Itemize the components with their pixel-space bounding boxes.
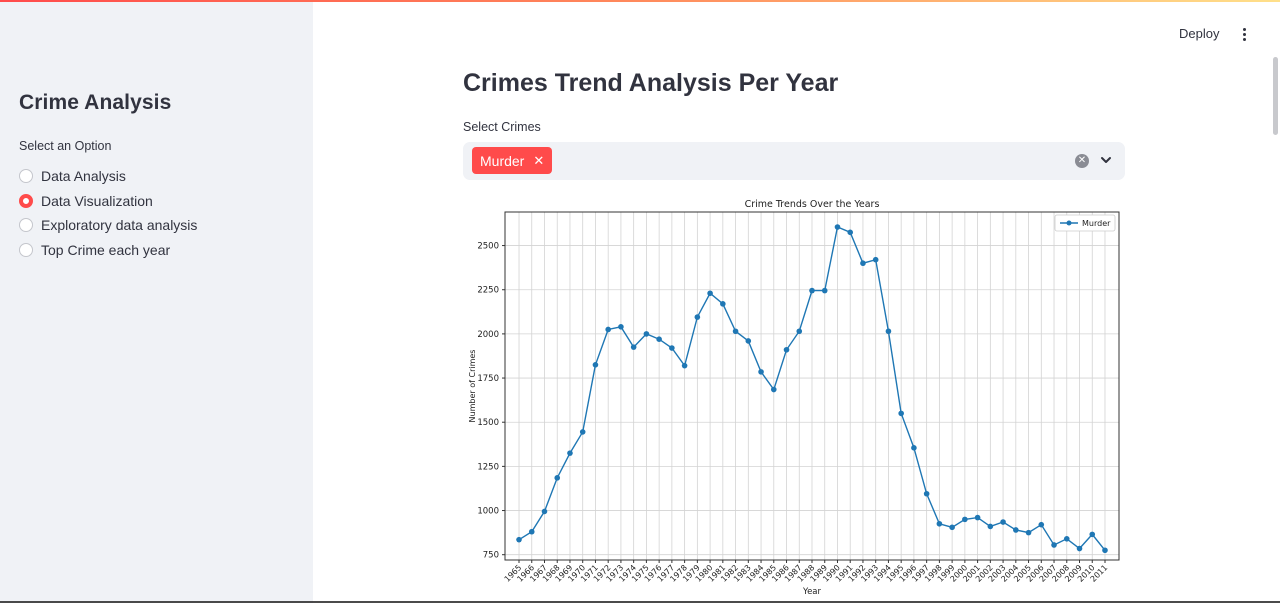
data-point xyxy=(528,528,535,535)
data-point xyxy=(516,536,522,543)
radio-group: Data Analysis Data Visualization Explora… xyxy=(19,164,197,262)
data-point xyxy=(643,331,650,337)
page-title: Crimes Trend Analysis Per Year xyxy=(463,69,839,97)
data-point xyxy=(579,429,586,435)
data-point xyxy=(1102,547,1108,554)
data-point xyxy=(987,523,994,530)
data-point xyxy=(834,224,841,230)
y-tick-label: 1750 xyxy=(477,374,499,384)
radio-option-data-visualization[interactable]: Data Visualization xyxy=(19,189,197,214)
radio-button[interactable] xyxy=(19,218,33,233)
data-point xyxy=(758,369,764,375)
data-point xyxy=(567,450,573,456)
data-point xyxy=(860,260,866,267)
y-tick-label: 1000 xyxy=(477,507,499,517)
data-point xyxy=(847,229,854,236)
sidebar: Crime Analysis Select an Option Data Ana… xyxy=(0,0,313,603)
radio-option-data-analysis[interactable]: Data Analysis xyxy=(19,164,197,189)
radio-option-label: Data Analysis xyxy=(41,168,126,185)
legend-box xyxy=(1054,214,1116,232)
data-point xyxy=(1000,519,1006,525)
radio-option-label: Exploratory data analysis xyxy=(41,217,198,234)
data-point xyxy=(770,386,777,393)
selected-tag: Murder ✕ xyxy=(472,147,553,174)
radio-group-label: Select an Option xyxy=(19,139,112,153)
line-chart: 7501000125015001750200022502500196519661… xyxy=(468,199,1120,597)
y-axis-label: Number of Crimes xyxy=(468,350,477,423)
data-point xyxy=(618,324,624,330)
data-point xyxy=(821,287,828,294)
data-point xyxy=(605,326,611,333)
y-tick-label: 750 xyxy=(483,551,499,561)
radio-option-label: Top Crime each year xyxy=(41,241,171,258)
data-point xyxy=(720,301,726,307)
data-point xyxy=(898,410,904,417)
data-point xyxy=(694,314,701,320)
data-point xyxy=(885,328,892,335)
data-point xyxy=(949,524,955,531)
data-point xyxy=(554,475,561,481)
y-tick-label: 2250 xyxy=(477,286,499,296)
bottom-border xyxy=(0,601,1280,603)
data-point xyxy=(974,514,981,521)
radio-option-exploratory-data-analysis[interactable]: Exploratory data analysis xyxy=(19,213,197,238)
y-tick-label: 1250 xyxy=(477,462,499,472)
radio-button[interactable] xyxy=(19,169,33,184)
chart-container: 750 1000 1250 1500 1750 2000 2250 2500 1965 1966 1… xyxy=(463,193,1125,603)
data-point xyxy=(1038,521,1045,528)
data-point xyxy=(1051,542,1057,548)
y-tick-label: 1500 xyxy=(477,418,499,428)
data-point xyxy=(1013,527,1019,533)
crime-multiselect[interactable]: Murder ✕ ✕ xyxy=(463,142,1125,180)
radio-button[interactable] xyxy=(19,242,33,257)
chevron-down-icon[interactable] xyxy=(1099,153,1113,167)
data-point xyxy=(872,256,879,263)
chart-title: Crime Trends Over the Years xyxy=(745,199,880,210)
y-tick-label: 2000 xyxy=(477,330,499,340)
kebab-menu-icon[interactable] xyxy=(1236,24,1252,44)
data-point xyxy=(630,344,637,350)
close-icon[interactable]: ✕ xyxy=(533,152,545,168)
data-point xyxy=(656,336,662,342)
x-axis-label: Year xyxy=(802,587,822,597)
radio-option-top-crime-each-year[interactable]: Top Crime each year xyxy=(19,238,197,263)
data-point xyxy=(592,362,599,368)
data-point xyxy=(809,287,815,294)
clear-icon[interactable]: ✕ xyxy=(1075,154,1089,168)
radio-option-label: Data Visualization xyxy=(41,192,153,209)
data-point xyxy=(681,362,688,369)
data-point xyxy=(541,508,548,515)
data-point xyxy=(745,338,752,344)
data-point xyxy=(911,445,917,451)
data-point xyxy=(962,516,968,523)
data-point xyxy=(783,346,790,353)
radio-button-selected[interactable] xyxy=(19,193,33,208)
tag-label: Murder xyxy=(480,152,525,169)
data-point xyxy=(936,520,943,527)
data-point xyxy=(796,328,803,335)
data-point xyxy=(1076,545,1083,552)
data-point xyxy=(923,490,930,497)
data-point xyxy=(1063,536,1070,542)
sidebar-title: Crime Analysis xyxy=(19,91,172,114)
top-decoration-bar xyxy=(0,0,1280,2)
data-point xyxy=(732,328,739,335)
y-tick-label: 2500 xyxy=(477,242,499,252)
deploy-button[interactable]: Deploy xyxy=(1179,26,1220,41)
data-point xyxy=(707,290,713,297)
data-point xyxy=(1025,529,1032,536)
legend-marker xyxy=(1066,220,1072,226)
data-point xyxy=(669,345,675,351)
multiselect-label: Select Crimes xyxy=(463,120,541,134)
legend-label: Murder xyxy=(1082,219,1111,228)
scrollbar[interactable] xyxy=(1273,57,1278,135)
data-point xyxy=(1089,531,1096,538)
chart-legend: Murder xyxy=(1054,214,1116,232)
